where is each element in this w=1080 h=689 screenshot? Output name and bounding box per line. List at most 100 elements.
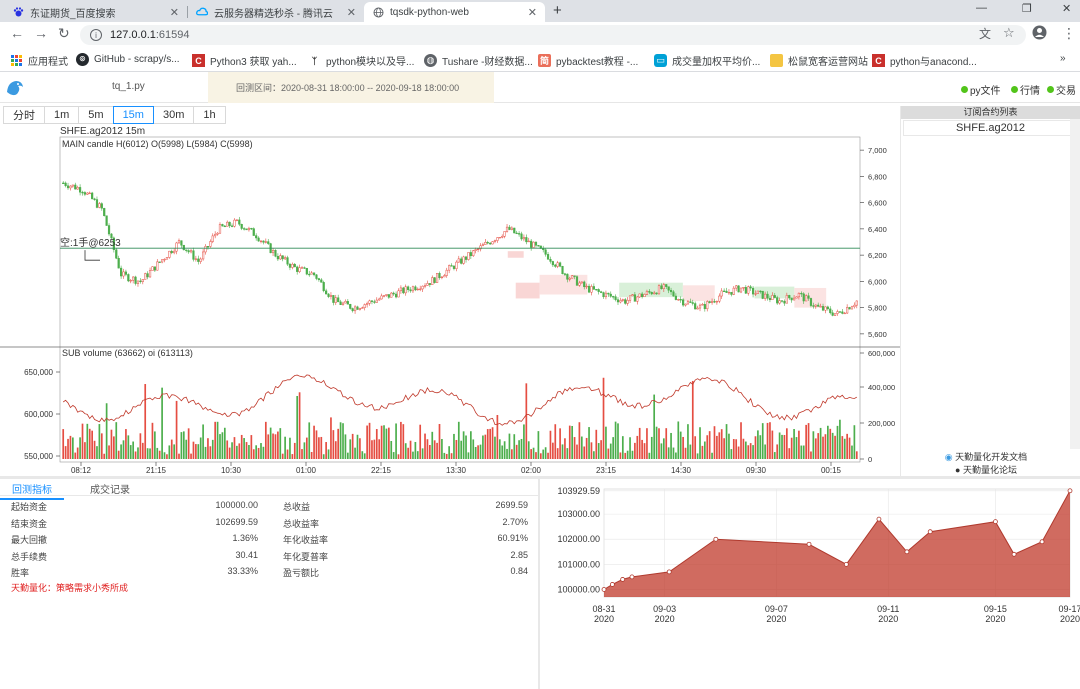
volume-bar [86,423,89,459]
bookmark-item[interactable]: C Python3 获取 yah... [192,53,297,68]
volume-bar [397,454,400,459]
volume-bar [624,452,627,459]
candle-body [243,228,246,230]
forum-link[interactable]: ● 天勤量化论坛 [901,463,1071,476]
period-button-30m[interactable]: 30m [152,106,195,124]
restore-icon[interactable]: ❐ [1022,3,1032,15]
period-button-1m[interactable]: 1m [44,106,80,124]
period-button-time[interactable]: 分时 [3,106,45,124]
candle-body [595,289,598,291]
volume-bar [173,444,176,459]
close-icon[interactable]: ✕ [527,6,537,19]
candle-body [136,280,140,284]
browser-tab-tqsdk[interactable]: tqsdk-python-web ✕ [364,2,545,22]
volume-bar [286,449,289,459]
candle-body [110,233,113,239]
volume-bar [219,434,221,459]
candle-body [544,249,547,255]
back-icon[interactable]: ← [10,25,24,41]
subscribed-symbol[interactable]: SHFE.ag2012 [903,120,1078,136]
forward-icon[interactable]: → [34,25,48,41]
minimize-icon[interactable]: — [976,2,987,14]
profile-icon[interactable] [1032,25,1047,43]
candle-body [841,311,844,314]
bookmark-item[interactable]: ◍ Tushare -财经数据... [424,53,533,68]
docs-link[interactable]: ◉ 天勤量化开发文档 [901,450,1071,463]
candle-body [394,293,398,298]
candle-body [457,258,460,263]
bookmark-item[interactable]: C python与anacond... [872,53,977,68]
bookmark-item[interactable]: ᛉ python模块以及导... [308,53,415,69]
candle-body [378,298,381,301]
candle-body [585,285,588,288]
candle-body [259,240,263,243]
volume-bar [103,453,106,459]
volume-bar [445,453,448,459]
candle-body [551,261,554,266]
candle-body [139,280,142,282]
volume-bar [351,433,354,459]
candle-body [563,273,567,275]
volume-bar [525,383,528,459]
reload-icon[interactable]: ↻ [58,25,70,41]
browser-tab-tencent[interactable]: 云服务器精选秒杀 - 腾讯云 ✕ [188,2,364,22]
candle-body [720,290,723,297]
volume-bar [409,440,412,459]
candle-body [238,219,241,225]
apps-grid-icon [10,54,23,67]
bookmark-item[interactable]: ▭ 成交量加权平均价... [654,53,760,68]
equity-y-tick-label: 103000.00 [557,509,600,519]
volume-bar [252,449,255,459]
signal-zone [754,286,795,299]
candle-body [387,294,390,298]
tab-trades[interactable]: 成交记录 [90,485,130,496]
volume-bar [320,436,323,459]
candle-body [850,306,854,310]
candle-body [334,297,337,303]
tencent-cloud-icon [196,6,208,18]
bookmark-item[interactable]: ⌾ GitHub - scrapy/s... [76,53,180,66]
candle-body [358,308,361,310]
bookmark-item[interactable]: 松鼠宽客运营网站 [770,53,868,68]
volume-bar [349,439,352,459]
new-tab-button[interactable]: + [553,2,562,19]
browser-tab-baidu[interactable]: 东证期货_百度搜索 ✕ [4,2,187,22]
volume-bar [93,440,96,459]
period-button-1h[interactable]: 1h [193,106,226,124]
status-pyfile: py文件 [961,82,1001,97]
period-button-5m[interactable]: 5m [78,106,114,124]
volume-bar [342,423,344,459]
equity-point [1011,551,1017,557]
volume-bar [380,425,383,459]
url-input[interactable]: i 127.0.0.1:61594 [80,25,1026,45]
volume-bar [566,448,569,459]
close-icon[interactable]: ✕ [169,6,179,19]
close-window-icon[interactable]: ✕ [1062,3,1072,15]
kline-chart[interactable]: SHFE.ag2012 15m MAIN candle H(6012) O(59… [0,125,900,475]
candle-body [636,296,639,302]
candle-body [684,303,687,306]
star-icon[interactable]: ☆ [1003,25,1015,40]
volume-bar [776,444,779,459]
tab-metrics[interactable]: 回测指标 [0,481,64,500]
candle-body [298,267,301,272]
equity-chart[interactable]: 103929.59 103000.00 102000.00 101000.00 1000… [542,479,1080,689]
volume-bar [778,432,781,459]
sidebar-scrollbar[interactable] [1070,119,1080,449]
volume-bar [378,439,381,459]
translate-icon[interactable]: 文 [979,27,992,41]
volume-bar [395,423,397,459]
bilibili-icon: ▭ [654,54,667,67]
bookmarks-more-button[interactable]: » [1060,53,1066,64]
baidu-paw-icon [12,6,24,18]
bookmark-item[interactable]: 应用程式 [10,53,68,68]
close-icon[interactable]: ✕ [346,6,356,19]
period-button-15m[interactable]: 15m [112,106,154,124]
candle-body [221,224,224,227]
volume-bar [264,421,267,459]
volume-bar [795,437,798,459]
bookmark-item[interactable]: 简 pybacktest教程 -... [538,53,638,68]
metric-label: 最大回撤 [11,535,48,545]
info-icon[interactable]: i [90,29,102,41]
menu-icon[interactable]: ⋮ [1062,25,1076,41]
